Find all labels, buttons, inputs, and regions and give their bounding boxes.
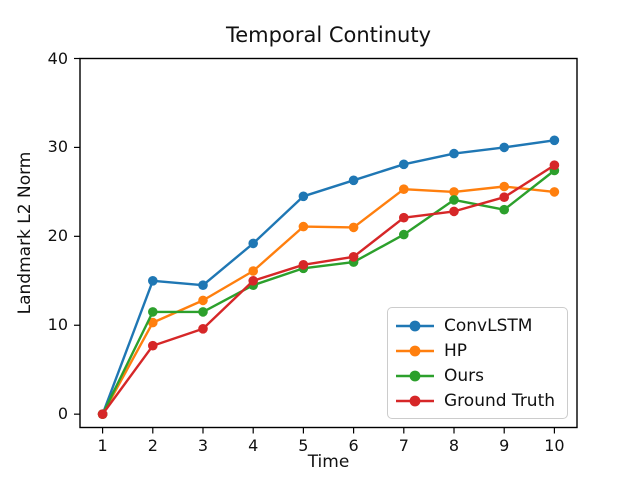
y-tick-label: 20 <box>47 226 68 246</box>
legend-marker <box>409 395 421 406</box>
y-tick-label: 0 <box>57 404 68 424</box>
x-tick-label: 7 <box>398 436 409 455</box>
series-marker-ours <box>399 229 409 240</box>
legend-marker <box>409 370 421 381</box>
series-marker-hp <box>298 221 309 232</box>
series-marker-hp <box>499 181 510 192</box>
series-marker-hp <box>449 187 459 197</box>
axes-frame <box>79 57 578 429</box>
series-marker-hp <box>348 222 359 233</box>
series-marker-convlstm <box>449 148 459 159</box>
x-axis-label: Time <box>307 452 350 472</box>
series-marker-ground-truth <box>298 260 309 270</box>
series-marker-hp <box>248 266 258 276</box>
series-marker-ground-truth <box>348 251 359 262</box>
series-line-convlstm <box>101 139 555 415</box>
x-tick-label: 6 <box>348 436 359 455</box>
series-marker-convlstm <box>248 238 258 249</box>
series-marker-convlstm <box>198 280 208 291</box>
series-marker-ground-truth <box>198 324 208 334</box>
x-tick-label: 3 <box>197 436 209 455</box>
legend-item-ours: Ours <box>388 363 567 388</box>
x-tick-label: 2 <box>147 436 158 455</box>
series-marker-convlstm <box>499 142 510 153</box>
legend-item-hp: HP <box>388 338 567 363</box>
chart-title: Temporal Continuty <box>226 23 431 47</box>
legend-marker <box>409 320 421 331</box>
legend-sample-ground-truth <box>396 395 434 406</box>
series-marker-hp <box>549 187 560 197</box>
legend: ConvLSTM HP Ours Ground Truth <box>387 307 568 419</box>
y-tick-label: 40 <box>47 48 68 68</box>
legend-label-hp: HP <box>444 340 468 361</box>
x-tick-label: 4 <box>248 436 259 455</box>
y-tick-label: 30 <box>47 137 68 157</box>
series-marker-ours <box>449 195 459 205</box>
legend-sample-ours <box>396 370 434 381</box>
legend-item-convlstm: ConvLSTM <box>388 313 567 338</box>
series-marker-ours <box>198 307 208 317</box>
legend-item-ground-truth: Ground Truth <box>388 388 567 413</box>
series-marker-ground-truth <box>549 160 560 170</box>
series-marker-ground-truth <box>148 340 158 351</box>
legend-label-convlstm: ConvLSTM <box>444 315 533 336</box>
x-tick-label: 9 <box>499 436 510 455</box>
series-marker-convlstm <box>399 159 409 170</box>
series-marker-ground-truth <box>399 212 409 223</box>
series-marker-convlstm <box>148 276 158 286</box>
x-tick-label: 10 <box>544 436 565 455</box>
series-marker-hp <box>399 184 409 194</box>
series-marker-convlstm <box>348 175 359 186</box>
legend-sample-hp <box>396 345 434 356</box>
series-marker-ground-truth <box>248 276 258 286</box>
x-tick-label: 8 <box>448 436 460 455</box>
series-marker-ground-truth <box>449 206 459 217</box>
x-tick-label: 1 <box>97 436 108 455</box>
legend-label-ours: Ours <box>444 365 485 386</box>
x-tick-label: 5 <box>298 436 309 455</box>
legend-sample-convlstm <box>396 320 434 331</box>
legend-marker <box>409 345 421 356</box>
series-marker-hp <box>148 317 158 328</box>
series-marker-hp <box>198 295 208 306</box>
series-marker-ground-truth <box>97 409 108 420</box>
series-marker-convlstm <box>298 191 309 202</box>
series-marker-ours <box>499 204 510 215</box>
series-marker-ground-truth <box>499 192 510 202</box>
y-tick-label: 10 <box>47 315 68 335</box>
series-marker-ours <box>148 307 158 317</box>
series-line-ground-truth <box>101 164 556 415</box>
series-marker-convlstm <box>549 135 560 146</box>
legend-label-ground-truth: Ground Truth <box>444 390 556 411</box>
